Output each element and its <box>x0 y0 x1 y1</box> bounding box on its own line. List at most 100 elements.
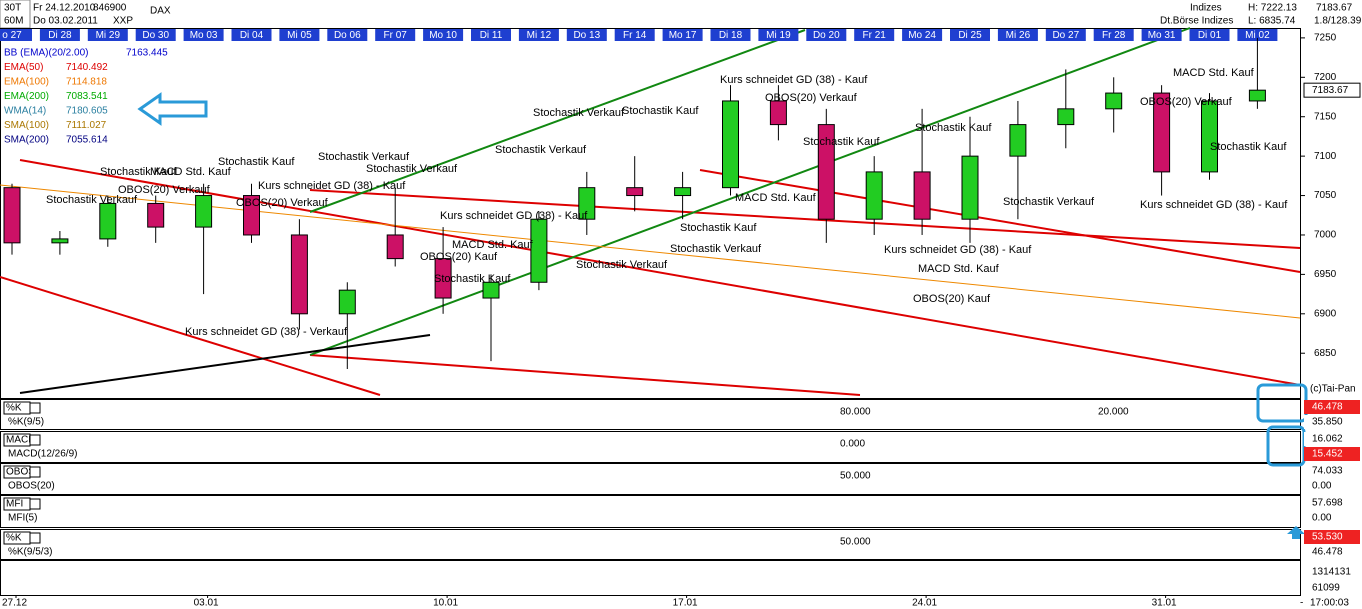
y-tick-label: 7050 <box>1314 190 1337 201</box>
signal-annotation: Stochastik Verkauf <box>670 243 762 255</box>
panel-frame <box>0 431 1301 463</box>
date-tab <box>1093 29 1134 41</box>
date-label: Do 06 <box>334 30 361 41</box>
date-tab <box>566 29 607 41</box>
date-label: Di 28 <box>48 30 72 41</box>
legend-name: EMA(200) <box>4 91 49 102</box>
candle-body <box>51 238 69 244</box>
low: L: 6835.74 <box>1248 16 1296 27</box>
panel-frame <box>0 495 1301 528</box>
signal-annotation: Stochastik Kauf <box>434 273 511 285</box>
x-tick-label: 17.01 <box>673 598 698 609</box>
level-label: 80.000 <box>840 407 871 418</box>
date-tab <box>950 29 990 41</box>
date-tab <box>135 29 176 41</box>
signal-annotation: Stochastik Kauf <box>1210 141 1287 153</box>
legend-value: 7163.445 <box>126 48 168 59</box>
to-date: Do 03.02.2011 <box>33 16 98 27</box>
panel-name: %K <box>6 403 22 414</box>
trend-line <box>0 184 1301 319</box>
exchange: XXP <box>113 16 133 27</box>
candle-body <box>1057 108 1075 126</box>
callout-arrow <box>137 92 208 126</box>
y-tick-label: 7200 <box>1314 72 1337 83</box>
panel-label: OBOS(20) <box>8 481 55 492</box>
date-tab <box>1237 29 1278 41</box>
date-tab <box>662 29 703 41</box>
value-label: 46.478 <box>1312 402 1343 413</box>
legend-value: 7111.027 <box>66 120 107 131</box>
level-label: 50.000 <box>840 537 871 548</box>
candle-body <box>722 100 739 189</box>
panel-frames <box>0 28 1301 596</box>
value-box <box>1304 479 1360 493</box>
group: Indizes <box>1190 3 1222 14</box>
value-label: 57.698 <box>1312 498 1343 509</box>
date-tab <box>471 29 511 41</box>
y-tick-label: 7150 <box>1314 111 1337 122</box>
panel-name: MFI <box>6 499 23 510</box>
signal-annotation: Stochastik Verkauf <box>576 259 668 271</box>
date-tab <box>183 29 224 41</box>
candle-body <box>195 195 213 228</box>
price-frame <box>0 28 1301 399</box>
last: 7183.67 <box>1316 3 1353 14</box>
callout-arrow <box>1287 526 1305 539</box>
date-tab <box>87 29 128 41</box>
date-label: Di 18 <box>719 30 743 41</box>
group-full: Dt.Börse Indizes <box>1160 16 1233 27</box>
value-box <box>1304 496 1360 510</box>
legend-name: BB (EMA)(20/2.00) <box>4 48 88 59</box>
candle-body <box>386 234 404 260</box>
candle-body <box>1153 92 1171 173</box>
y-tick-label: 7250 <box>1314 33 1337 44</box>
date-label: Do 27 <box>1052 30 1079 41</box>
candle-body <box>530 218 548 283</box>
signal-annotation: Kurs schneidet GD (38) - Verkauf <box>185 326 348 338</box>
signal-annotation: OBOS(20) Kauf <box>913 293 991 305</box>
timeframe-code: 30T <box>4 3 21 14</box>
panel-label: %K(9/5/3) <box>8 547 52 558</box>
signal-annotation: Stochastik Kauf <box>915 122 992 134</box>
y-tick-label: 7000 <box>1314 230 1337 241</box>
time-label: 17:00:03 <box>1310 598 1349 609</box>
date-label: Do 20 <box>813 30 840 41</box>
value-box <box>1304 432 1360 446</box>
panel-frame <box>0 529 1301 560</box>
date-label: Di 25 <box>958 30 982 41</box>
value-label: 74.033 <box>1312 466 1343 477</box>
legend-name: WMA(14) <box>4 106 46 117</box>
volume-max: 1314131 <box>1312 567 1351 578</box>
trend-line <box>19 334 431 394</box>
candle-body <box>3 187 21 244</box>
candle-body <box>99 202 117 240</box>
trend-lines <box>0 27 1301 396</box>
date-label: Do 13 <box>573 30 600 41</box>
legend-value: 7140.492 <box>66 62 108 73</box>
volume-frame <box>0 560 1301 596</box>
candle-body <box>243 195 260 236</box>
level-label: 20.000 <box>1098 407 1129 418</box>
wkn: 846900 <box>93 3 127 14</box>
date-label: o 27 <box>2 30 22 41</box>
signal-annotation: Kurs schneidet GD (38) - Kauf <box>440 210 588 222</box>
legend-value: 7180.605 <box>66 106 108 117</box>
value-label: 16.062 <box>1312 434 1343 445</box>
panel-toggle <box>29 532 41 544</box>
signal-annotation: Kurs schneidet GD (38) - Kauf <box>258 180 406 192</box>
copyright: (c)Tai-Pan <box>1310 384 1356 395</box>
signal-annotation: MACD Std. Kauf <box>918 263 1000 275</box>
candle-body <box>817 124 835 220</box>
candle-body <box>434 258 452 299</box>
date-tab <box>39 29 80 41</box>
signal-annotation: Kurs schneidet GD (38) - Kauf <box>884 244 1032 256</box>
value-box <box>1304 545 1360 559</box>
date-label: Mi 05 <box>287 30 312 41</box>
candle-body <box>1248 89 1266 102</box>
change: 1.8/128.39 <box>1314 16 1362 27</box>
signal-annotation: Stochastik Kauf <box>803 136 880 148</box>
candle-body <box>1201 100 1218 173</box>
